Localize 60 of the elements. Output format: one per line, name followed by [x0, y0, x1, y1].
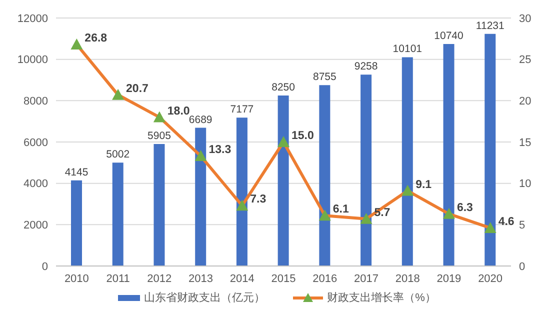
data-label: 6689: [188, 114, 212, 126]
data-label: 18.0: [167, 105, 190, 118]
x-tick-label: 2018: [395, 272, 420, 285]
bar: [402, 57, 413, 266]
bar: [360, 74, 372, 266]
y-tick-label: 4000: [24, 178, 48, 190]
y2-tick-label: 20: [519, 96, 532, 108]
x-tick-label: 2019: [436, 272, 462, 285]
x-tick-label: 2012: [147, 272, 172, 285]
x-tick-label: 2010: [64, 272, 89, 285]
data-label: 11231: [476, 20, 505, 32]
data-label: 10740: [434, 30, 464, 42]
y-tick-label: 12000: [17, 12, 48, 25]
data-label: 8250: [272, 82, 296, 94]
data-label: 5.7: [374, 206, 390, 219]
x-tick-label: 2020: [478, 272, 503, 285]
y-tick-label: 8000: [24, 96, 48, 108]
x-tick-label: 2011: [106, 272, 130, 285]
x-tick-label: 2017: [354, 272, 378, 285]
data-label: 8755: [313, 71, 337, 84]
y2-tick-label: 0: [519, 260, 526, 273]
data-label: 9.1: [416, 178, 432, 191]
x-tick-label: 2016: [312, 272, 338, 285]
data-label: 6.1: [332, 204, 350, 216]
data-label: 7.3: [250, 194, 266, 206]
bar: [443, 44, 454, 266]
x-tick-label: 2015: [271, 272, 296, 285]
y2-tick-label: 25: [519, 54, 532, 66]
legend-label: 财政支出增长率（%）: [327, 290, 436, 305]
data-label: 5905: [148, 130, 172, 142]
y-tick-label: 10000: [17, 54, 48, 66]
bar: [154, 144, 165, 266]
bar: [278, 96, 289, 266]
y2-tick-label: 5: [519, 220, 526, 232]
data-label: 10101: [392, 43, 422, 56]
data-label: 6.3: [456, 202, 473, 214]
y-tick-label: 6000: [24, 136, 48, 149]
y-tick-label: 2000: [24, 220, 48, 232]
x-tick-label: 2013: [188, 272, 214, 285]
bar: [112, 162, 124, 266]
data-label: 4.6: [498, 216, 514, 228]
data-label: 15.0: [292, 130, 314, 142]
data-label: 5002: [106, 148, 130, 161]
bar: [319, 85, 330, 266]
y2-tick-label: 10: [519, 178, 532, 190]
x-tick-label: 2014: [230, 272, 254, 285]
bar: [195, 128, 206, 266]
bar: [236, 118, 248, 266]
y2-tick-label: 15: [519, 136, 532, 149]
data-label: 4145: [64, 166, 88, 178]
bar: [484, 34, 496, 266]
data-label: 7177: [230, 104, 254, 116]
y-tick-label: 0: [42, 260, 48, 273]
data-label: 20.7: [126, 82, 148, 95]
data-label: 9258: [354, 60, 378, 73]
y2-tick-label: 30: [519, 12, 532, 25]
data-label: 26.8: [84, 32, 108, 45]
bar: [71, 180, 82, 266]
data-label: 13.3: [208, 144, 232, 156]
legend-label: 山东省财政支出（亿元）: [144, 290, 266, 305]
